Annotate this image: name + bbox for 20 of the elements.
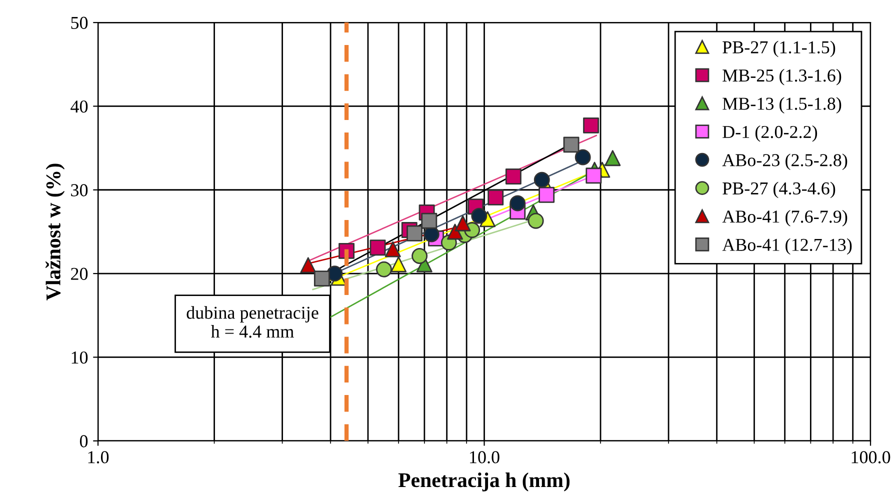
y-tick-label: 30 (71, 184, 88, 196)
legend-label: D-1 (2.0-2.2) (722, 125, 818, 142)
legend-label: PB-27 (1.1-1.5) (722, 40, 836, 58)
legend-label: MB-13 (1.5-1.8) (722, 97, 842, 114)
legend-label: ABo-23 (2.5-2.8) (722, 154, 848, 170)
x-tick-label: 10.0 (470, 451, 500, 464)
y-tick-label: 10 (72, 351, 88, 364)
legend-label: ABo-41 (7.6-7.9) (722, 210, 848, 226)
legend-label: MB-25 (1.3-1.6) (722, 68, 842, 86)
y-tick-label: 20 (71, 268, 88, 280)
x-tick-label: 100.0 (852, 451, 890, 464)
y-tick-label: 40 (70, 100, 88, 113)
x-axis-title: Penetracija h (mm) (398, 472, 570, 492)
ref-line-label: dubina penetracije h = 4.4 mm (186, 306, 318, 338)
legend-label: ABo-41 (12.7-13) (722, 238, 852, 255)
legend-label: PB-27 (4.3-4.6) (722, 182, 836, 198)
y-axis-title: Vlažnost w (%) (46, 164, 65, 300)
y-tick-label: 0 (80, 435, 88, 448)
x-tick-label: 1.0 (88, 451, 109, 464)
y-tick-label: 50 (71, 16, 88, 29)
